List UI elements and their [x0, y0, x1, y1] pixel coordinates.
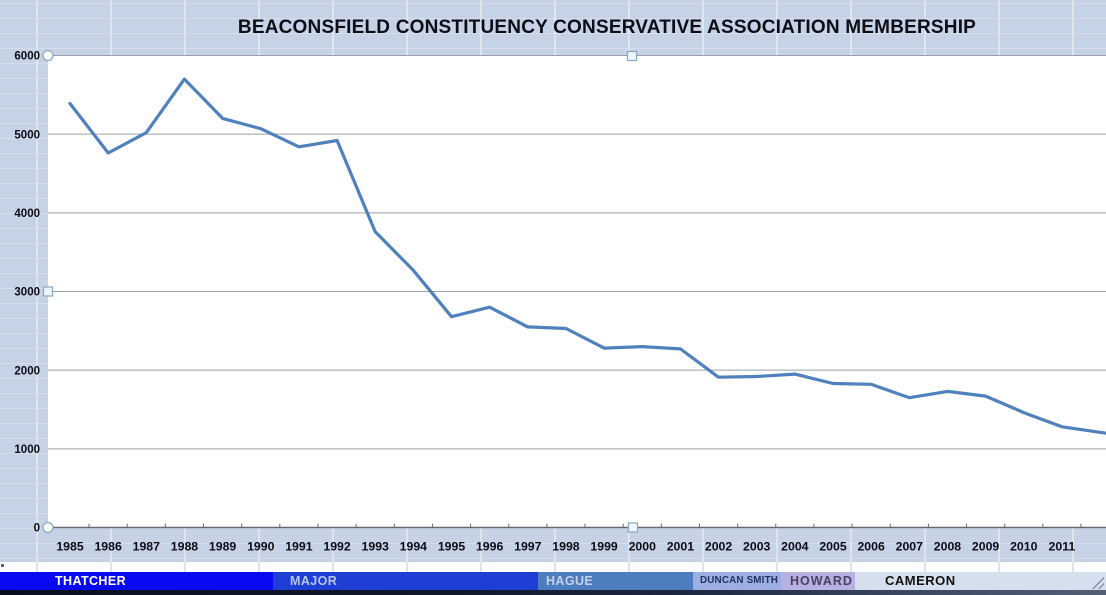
- x-axis-label[interactable]: 1995: [438, 540, 466, 554]
- sheet-white-row: [0, 562, 1106, 572]
- timeline-segment-howard[interactable]: HOWARD: [781, 571, 864, 590]
- x-axis-label[interactable]: 2011: [1049, 540, 1076, 554]
- x-axis-label[interactable]: 2009: [972, 540, 1000, 554]
- x-axis-label[interactable]: 1999: [590, 540, 618, 554]
- y-axis-tick-label[interactable]: 6000: [14, 51, 40, 63]
- chart-title[interactable]: BEACONSFIELD CONSTITUENCY CONSERVATIVE A…: [237, 17, 977, 38]
- x-axis-label[interactable]: 2005: [819, 540, 847, 554]
- y-axis-tick-label[interactable]: 5000: [14, 129, 40, 141]
- timeline-segment-thatcher[interactable]: THATCHER: [0, 571, 328, 590]
- selection-handle-mid[interactable]: [627, 522, 639, 533]
- x-axis-label[interactable]: 2004: [781, 540, 809, 554]
- x-axis-label[interactable]: 1986: [94, 540, 122, 554]
- x-axis-label[interactable]: 2007: [896, 540, 924, 554]
- x-axis-label[interactable]: 1996: [476, 540, 504, 554]
- y-axis-tick-label[interactable]: 4000: [14, 208, 40, 220]
- timeline-segment-label: HOWARD: [790, 573, 853, 588]
- x-axis-label[interactable]: 2006: [857, 540, 885, 554]
- cell-fill-handle-icon[interactable]: [1, 564, 4, 567]
- x-axis-label[interactable]: 1991: [285, 540, 313, 554]
- timeline-segment-label: THATCHER: [55, 573, 127, 588]
- x-axis-label[interactable]: 1990: [247, 540, 275, 554]
- bottom-dark-row: [0, 590, 1106, 595]
- x-axis-label[interactable]: 1988: [171, 540, 199, 554]
- x-axis-label[interactable]: 2003: [743, 540, 771, 554]
- x-axis-label[interactable]: 1989: [209, 540, 237, 554]
- y-axis-tick-label[interactable]: 2000: [14, 365, 40, 377]
- x-axis-label[interactable]: 2001: [667, 540, 695, 554]
- timeline-segment-cameron[interactable]: CAMERON: [855, 571, 1106, 590]
- leader-timeline: THATCHER MAJOR HAGUE DUNCAN SMITH HOWARD CAME…: [0, 571, 1106, 590]
- selection-handle-mid[interactable]: [42, 286, 54, 297]
- y-axis-tick-label[interactable]: 1000: [14, 444, 40, 456]
- x-axis-label[interactable]: 2010: [1010, 540, 1038, 554]
- membership-series-line[interactable]: [68, 77, 1106, 435]
- timeline-segment-label: MAJOR: [290, 573, 338, 588]
- x-axis-label[interactable]: 1985: [56, 540, 84, 554]
- x-axis-label[interactable]: 2002: [705, 540, 733, 554]
- timeline-segment-label: DUNCAN SMITH: [700, 575, 779, 587]
- timeline-segment-major[interactable]: MAJOR: [273, 571, 555, 590]
- y-axis-tick-label[interactable]: 0: [34, 523, 40, 535]
- selection-handle-corner[interactable]: [42, 49, 54, 62]
- y-axis-tick-label[interactable]: 3000: [14, 287, 40, 299]
- timeline-segment-label: CAMERON: [885, 573, 956, 589]
- x-axis-label[interactable]: 1992: [323, 540, 351, 554]
- x-axis-label[interactable]: 2008: [934, 540, 962, 554]
- selection-handle-mid[interactable]: [626, 50, 638, 62]
- x-axis-label[interactable]: 1998: [552, 540, 580, 554]
- x-axis-label[interactable]: 1994: [400, 540, 428, 554]
- x-axis-label[interactable]: 1993: [362, 540, 390, 554]
- selection-handle-corner[interactable]: [42, 521, 54, 534]
- timeline-segment-hague[interactable]: HAGUE: [538, 571, 701, 590]
- x-axis-label[interactable]: 1997: [514, 540, 542, 554]
- timeline-segment-duncan-smith[interactable]: DUNCAN SMITH: [693, 571, 788, 590]
- x-axis-label[interactable]: 2000: [629, 540, 657, 554]
- x-axis-label[interactable]: 1987: [133, 540, 161, 554]
- timeline-segment-label: HAGUE: [546, 573, 594, 588]
